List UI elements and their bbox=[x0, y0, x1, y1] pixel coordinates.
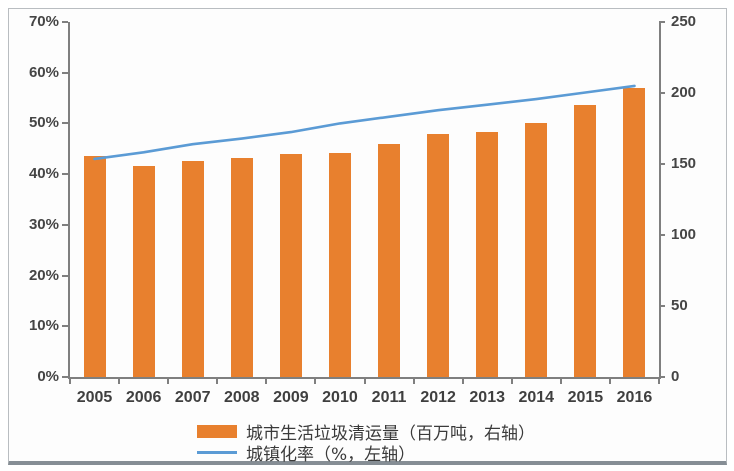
x-axis-label: 2009 bbox=[273, 389, 309, 406]
left-axis-tick-label: 10% bbox=[28, 317, 59, 335]
x-axis-label: 2011 bbox=[371, 389, 407, 406]
right-axis-tick-label: 100 bbox=[671, 226, 697, 243]
x-tick-mark bbox=[559, 379, 562, 384]
bar bbox=[525, 123, 548, 377]
right-tick-mark bbox=[659, 234, 665, 236]
x-axis-label: 2008 bbox=[223, 389, 260, 406]
left-tick-mark bbox=[62, 376, 68, 378]
x-tick-mark bbox=[118, 379, 121, 384]
x-axis-label: 2005 bbox=[76, 389, 113, 406]
left-axis-tick-label: 70% bbox=[28, 13, 59, 30]
bar bbox=[476, 132, 499, 377]
x-tick-mark bbox=[510, 379, 513, 384]
x-tick-mark bbox=[658, 379, 660, 384]
left-tick-mark bbox=[62, 122, 68, 125]
x-tick-mark bbox=[216, 379, 219, 384]
bar bbox=[132, 166, 155, 377]
left-axis-tick-label: 20% bbox=[28, 266, 59, 284]
right-axis-tick-label: 200 bbox=[671, 84, 697, 101]
left-tick-mark bbox=[62, 223, 68, 226]
right-tick-mark bbox=[659, 163, 665, 165]
left-axis-tick-label: 60% bbox=[28, 63, 59, 81]
legend-item-urbanization: 城镇化率（%，左轴） bbox=[197, 442, 535, 465]
right-tick-mark bbox=[659, 305, 665, 307]
bar bbox=[427, 134, 450, 377]
right-axis-tick-label: 250 bbox=[671, 13, 697, 30]
x-axis-label: 2007 bbox=[174, 389, 211, 406]
left-axis-tick-label: 30% bbox=[28, 215, 59, 233]
right-axis-tick-label: 50 bbox=[671, 297, 688, 314]
bar bbox=[574, 105, 597, 377]
x-tick-mark bbox=[69, 379, 71, 384]
left-axis-tick-label: 50% bbox=[28, 114, 59, 132]
left-tick-mark bbox=[62, 71, 68, 74]
x-axis-label: 2016 bbox=[616, 389, 653, 406]
legend-label-urbanization: 城镇化率（%，左轴） bbox=[246, 445, 416, 465]
x-tick-mark bbox=[363, 379, 366, 384]
bar bbox=[378, 144, 401, 377]
x-tick-mark bbox=[265, 379, 268, 384]
x-tick-mark bbox=[314, 379, 317, 384]
bar bbox=[623, 87, 646, 377]
x-tick-mark bbox=[608, 379, 611, 384]
x-axis-label: 2014 bbox=[518, 389, 555, 406]
legend: 城市生活垃圾清运量（百万吨，右轴） 城镇化率（%，左轴） bbox=[197, 421, 535, 465]
bar bbox=[181, 160, 204, 377]
x-tick-mark bbox=[412, 379, 415, 384]
legend-label-waste: 城市生活垃圾清运量（百万吨，右轴） bbox=[246, 424, 535, 444]
bar bbox=[83, 155, 106, 377]
plot-area bbox=[68, 22, 661, 379]
bar-series-swatch-icon bbox=[197, 425, 237, 438]
x-axis-label: 2013 bbox=[469, 389, 505, 406]
right-axis-tick-label: 150 bbox=[671, 155, 697, 172]
x-axis-label: 2015 bbox=[567, 389, 604, 406]
left-tick-mark bbox=[62, 21, 68, 23]
x-axis-label: 2006 bbox=[125, 389, 162, 406]
left-axis-tick-label: 40% bbox=[28, 165, 59, 183]
x-axis-label: 2010 bbox=[322, 389, 358, 406]
right-tick-mark bbox=[659, 92, 665, 94]
legend-item-waste: 城市生活垃圾清运量（百万吨，右轴） bbox=[197, 421, 535, 444]
right-tick-mark bbox=[659, 21, 665, 23]
right-tick-mark bbox=[659, 376, 665, 378]
right-axis-tick-label: 0 bbox=[671, 368, 680, 385]
x-tick-mark bbox=[461, 379, 464, 384]
left-tick-mark bbox=[62, 325, 68, 328]
x-axis-label: 2012 bbox=[420, 389, 456, 406]
left-tick-mark bbox=[62, 173, 68, 176]
x-tick-mark bbox=[167, 379, 170, 384]
chart-frame: 70% 60% 50% 40% 30% 20% 10% 0% 250 200 150 100 50 0 … bbox=[8, 8, 727, 465]
urbanization-line bbox=[93, 84, 636, 161]
bar bbox=[230, 157, 253, 377]
bar bbox=[279, 153, 302, 377]
left-tick-mark bbox=[62, 274, 68, 277]
trend-line bbox=[93, 84, 636, 161]
left-axis-tick-label: 0% bbox=[37, 368, 59, 385]
line-series-swatch-icon bbox=[197, 451, 237, 454]
bar bbox=[328, 152, 351, 377]
